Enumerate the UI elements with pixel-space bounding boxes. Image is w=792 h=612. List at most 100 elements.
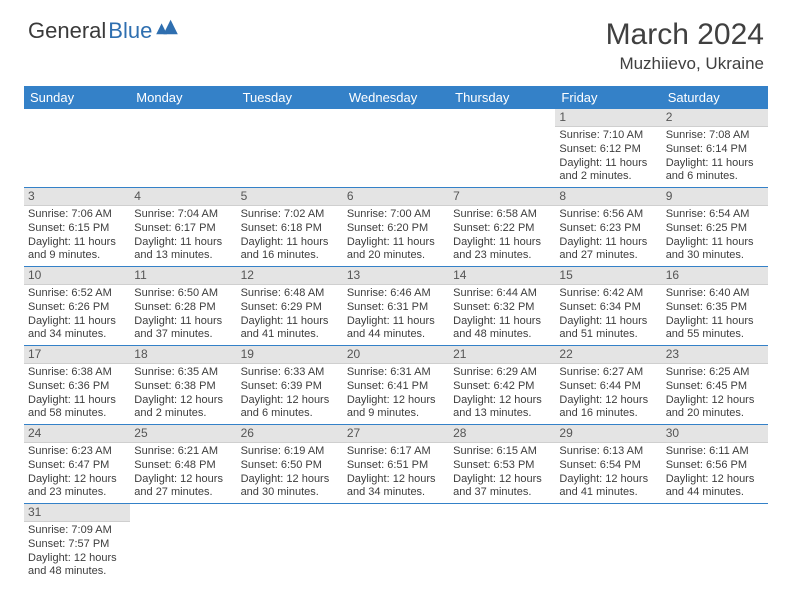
sunset-text: Sunset: 6:42 PM [453, 380, 551, 394]
sunrise-text: Sunrise: 6:56 AM [559, 208, 657, 222]
day-details: Sunrise: 7:02 AMSunset: 6:18 PMDaylight:… [237, 206, 343, 266]
day-details: Sunrise: 6:58 AMSunset: 6:22 PMDaylight:… [449, 206, 555, 266]
sunset-text: Sunset: 6:48 PM [134, 459, 232, 473]
sunset-text: Sunset: 6:38 PM [134, 380, 232, 394]
day-number: 23 [662, 346, 768, 364]
daylight-text: Daylight: 12 hours and 48 minutes. [28, 552, 126, 580]
sunrise-text: Sunrise: 6:33 AM [241, 366, 339, 380]
day-cell: 26Sunrise: 6:19 AMSunset: 6:50 PMDayligh… [237, 425, 343, 504]
empty-cell [555, 504, 661, 583]
day-cell: 19Sunrise: 6:33 AMSunset: 6:39 PMDayligh… [237, 346, 343, 425]
daylight-text: Daylight: 12 hours and 44 minutes. [666, 473, 764, 501]
daylight-text: Daylight: 11 hours and 55 minutes. [666, 315, 764, 343]
day-number: 8 [555, 188, 661, 206]
sunset-text: Sunset: 6:54 PM [559, 459, 657, 473]
sunrise-text: Sunrise: 6:44 AM [453, 287, 551, 301]
day-details: Sunrise: 6:11 AMSunset: 6:56 PMDaylight:… [662, 443, 768, 503]
day-cell: 21Sunrise: 6:29 AMSunset: 6:42 PMDayligh… [449, 346, 555, 425]
sunrise-text: Sunrise: 6:21 AM [134, 445, 232, 459]
daylight-text: Daylight: 12 hours and 16 minutes. [559, 394, 657, 422]
daylight-text: Daylight: 11 hours and 16 minutes. [241, 236, 339, 264]
day-cell: 29Sunrise: 6:13 AMSunset: 6:54 PMDayligh… [555, 425, 661, 504]
day-number: 5 [237, 188, 343, 206]
sunrise-text: Sunrise: 6:52 AM [28, 287, 126, 301]
day-details: Sunrise: 6:38 AMSunset: 6:36 PMDaylight:… [24, 364, 130, 424]
day-details: Sunrise: 7:00 AMSunset: 6:20 PMDaylight:… [343, 206, 449, 266]
sunrise-text: Sunrise: 6:11 AM [666, 445, 764, 459]
sunset-text: Sunset: 6:35 PM [666, 301, 764, 315]
daylight-text: Daylight: 12 hours and 34 minutes. [347, 473, 445, 501]
sunrise-text: Sunrise: 6:58 AM [453, 208, 551, 222]
sunrise-text: Sunrise: 7:06 AM [28, 208, 126, 222]
sunset-text: Sunset: 6:53 PM [453, 459, 551, 473]
day-number: 22 [555, 346, 661, 364]
day-details: Sunrise: 7:04 AMSunset: 6:17 PMDaylight:… [130, 206, 236, 266]
day-details: Sunrise: 6:25 AMSunset: 6:45 PMDaylight:… [662, 364, 768, 424]
empty-cell [130, 504, 236, 583]
daylight-text: Daylight: 11 hours and 13 minutes. [134, 236, 232, 264]
day-number: 29 [555, 425, 661, 443]
daylight-text: Daylight: 12 hours and 20 minutes. [666, 394, 764, 422]
day-cell: 16Sunrise: 6:40 AMSunset: 6:35 PMDayligh… [662, 267, 768, 346]
sunrise-text: Sunrise: 6:19 AM [241, 445, 339, 459]
day-number: 4 [130, 188, 236, 206]
day-cell: 28Sunrise: 6:15 AMSunset: 6:53 PMDayligh… [449, 425, 555, 504]
day-cell: 11Sunrise: 6:50 AMSunset: 6:28 PMDayligh… [130, 267, 236, 346]
day-cell: 7Sunrise: 6:58 AMSunset: 6:22 PMDaylight… [449, 188, 555, 267]
sunset-text: Sunset: 6:56 PM [666, 459, 764, 473]
day-number: 17 [24, 346, 130, 364]
day-header: Friday [555, 86, 661, 109]
day-number: 11 [130, 267, 236, 285]
week-row: 31Sunrise: 7:09 AMSunset: 7:57 PMDayligh… [24, 504, 768, 583]
day-number: 1 [555, 109, 661, 127]
day-details: Sunrise: 6:56 AMSunset: 6:23 PMDaylight:… [555, 206, 661, 266]
empty-cell [449, 109, 555, 188]
empty-cell [130, 109, 236, 188]
header: General Blue March 2024 Muzhiievo, Ukrai… [0, 0, 792, 82]
sunset-text: Sunset: 6:39 PM [241, 380, 339, 394]
daylight-text: Daylight: 11 hours and 23 minutes. [453, 236, 551, 264]
daylight-text: Daylight: 11 hours and 27 minutes. [559, 236, 657, 264]
daylight-text: Daylight: 12 hours and 9 minutes. [347, 394, 445, 422]
sunrise-text: Sunrise: 6:15 AM [453, 445, 551, 459]
daylight-text: Daylight: 11 hours and 51 minutes. [559, 315, 657, 343]
sunrise-text: Sunrise: 6:17 AM [347, 445, 445, 459]
sunrise-text: Sunrise: 6:54 AM [666, 208, 764, 222]
day-number: 10 [24, 267, 130, 285]
day-details: Sunrise: 6:48 AMSunset: 6:29 PMDaylight:… [237, 285, 343, 345]
day-cell: 8Sunrise: 6:56 AMSunset: 6:23 PMDaylight… [555, 188, 661, 267]
daylight-text: Daylight: 12 hours and 6 minutes. [241, 394, 339, 422]
daylight-text: Daylight: 12 hours and 41 minutes. [559, 473, 657, 501]
day-details: Sunrise: 6:46 AMSunset: 6:31 PMDaylight:… [343, 285, 449, 345]
sunset-text: Sunset: 6:41 PM [347, 380, 445, 394]
day-cell: 25Sunrise: 6:21 AMSunset: 6:48 PMDayligh… [130, 425, 236, 504]
sunrise-text: Sunrise: 6:46 AM [347, 287, 445, 301]
day-details: Sunrise: 6:17 AMSunset: 6:51 PMDaylight:… [343, 443, 449, 503]
day-cell: 4Sunrise: 7:04 AMSunset: 6:17 PMDaylight… [130, 188, 236, 267]
day-number: 20 [343, 346, 449, 364]
day-number: 24 [24, 425, 130, 443]
day-details: Sunrise: 6:40 AMSunset: 6:35 PMDaylight:… [662, 285, 768, 345]
empty-cell [237, 504, 343, 583]
daylight-text: Daylight: 11 hours and 37 minutes. [134, 315, 232, 343]
sunset-text: Sunset: 6:29 PM [241, 301, 339, 315]
day-number: 2 [662, 109, 768, 127]
sunset-text: Sunset: 6:45 PM [666, 380, 764, 394]
day-cell: 20Sunrise: 6:31 AMSunset: 6:41 PMDayligh… [343, 346, 449, 425]
sunset-text: Sunset: 6:20 PM [347, 222, 445, 236]
sunset-text: Sunset: 6:51 PM [347, 459, 445, 473]
daylight-text: Daylight: 11 hours and 58 minutes. [28, 394, 126, 422]
sunrise-text: Sunrise: 6:38 AM [28, 366, 126, 380]
day-details: Sunrise: 6:42 AMSunset: 6:34 PMDaylight:… [555, 285, 661, 345]
sunrise-text: Sunrise: 6:27 AM [559, 366, 657, 380]
sunrise-text: Sunrise: 6:40 AM [666, 287, 764, 301]
day-cell: 3Sunrise: 7:06 AMSunset: 6:15 PMDaylight… [24, 188, 130, 267]
day-details: Sunrise: 6:13 AMSunset: 6:54 PMDaylight:… [555, 443, 661, 503]
daylight-text: Daylight: 12 hours and 2 minutes. [134, 394, 232, 422]
brand-part1: General [28, 18, 106, 44]
sunset-text: Sunset: 6:34 PM [559, 301, 657, 315]
sunset-text: Sunset: 6:31 PM [347, 301, 445, 315]
sunrise-text: Sunrise: 6:48 AM [241, 287, 339, 301]
sunrise-text: Sunrise: 7:08 AM [666, 129, 764, 143]
day-cell: 15Sunrise: 6:42 AMSunset: 6:34 PMDayligh… [555, 267, 661, 346]
